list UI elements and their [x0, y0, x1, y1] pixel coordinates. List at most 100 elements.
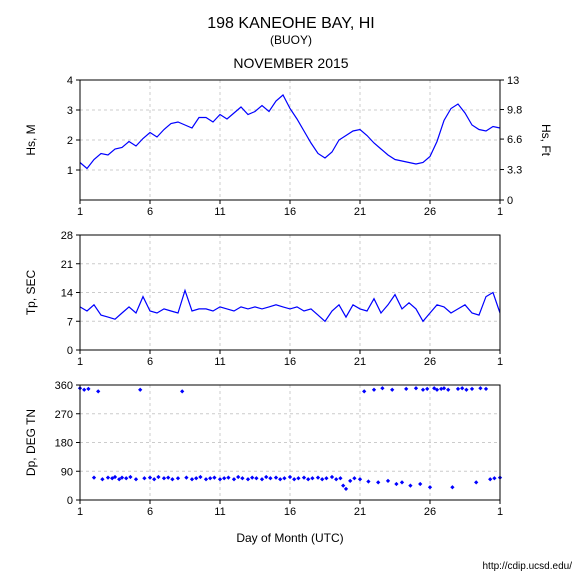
ytick-right-label: 0 — [507, 195, 513, 207]
data-point — [302, 476, 306, 480]
ytick-label: 14 — [61, 288, 73, 300]
xtick-label: 26 — [424, 206, 436, 218]
data-point — [428, 485, 432, 489]
xtick-label: 6 — [147, 206, 153, 218]
data-point — [274, 476, 278, 480]
data-point — [180, 389, 184, 393]
data-point — [404, 387, 408, 391]
data-point — [176, 476, 180, 480]
data-point — [296, 476, 300, 480]
ytick-label: 360 — [55, 380, 73, 392]
data-point — [484, 387, 488, 391]
data-point — [190, 477, 194, 481]
data-point — [232, 477, 236, 481]
data-point — [418, 482, 422, 486]
data-point — [240, 476, 244, 480]
data-point — [86, 387, 90, 391]
data-point — [278, 477, 282, 481]
data-point — [148, 476, 152, 480]
xtick-label: 1 — [497, 206, 503, 218]
data-point — [156, 475, 160, 479]
chart-container: { "header": { "title": "198 KANEOHE BAY,… — [0, 0, 582, 581]
data-point — [390, 388, 394, 392]
ytick-label: 3 — [67, 105, 73, 117]
ytick-label: 0 — [67, 345, 73, 357]
data-point — [394, 482, 398, 486]
data-point — [450, 485, 454, 489]
data-point — [358, 477, 362, 481]
data-point — [134, 477, 138, 481]
subtitle: (BUOY) — [270, 33, 312, 47]
xtick-label: 21 — [354, 206, 366, 218]
data-point — [236, 475, 240, 479]
xtick-label: 21 — [354, 356, 366, 368]
data-point — [470, 387, 474, 391]
data-point — [292, 477, 296, 481]
ytick-label: 4 — [67, 75, 73, 87]
xlabel: Day of Month (UTC) — [236, 531, 343, 545]
xtick-label: 1 — [497, 356, 503, 368]
data-point — [408, 484, 412, 488]
data-point — [208, 476, 212, 480]
data-point — [352, 476, 356, 480]
xtick-label: 1 — [77, 206, 83, 218]
ytick-label: 1 — [67, 165, 73, 177]
data-point — [324, 476, 328, 480]
data-point — [260, 477, 264, 481]
data-point — [376, 480, 380, 484]
ytick-right-label: 13 — [507, 75, 519, 87]
data-point — [421, 388, 425, 392]
data-point — [264, 475, 268, 479]
data-point — [478, 386, 482, 390]
xtick-label: 6 — [147, 506, 153, 518]
data-point — [442, 386, 446, 390]
xtick-label: 11 — [214, 206, 225, 218]
data-point — [320, 477, 324, 481]
data-point — [348, 479, 352, 483]
data-point — [372, 388, 376, 392]
data-point — [92, 476, 96, 480]
data-point — [166, 476, 170, 480]
data-point — [306, 477, 310, 481]
data-point — [194, 476, 198, 480]
xtick-label: 16 — [284, 356, 296, 368]
data-point — [460, 386, 464, 390]
data-point — [268, 476, 272, 480]
data-point — [226, 476, 230, 480]
data-point — [310, 476, 314, 480]
data-point — [414, 386, 418, 390]
ylabel-0: Hs, M — [24, 124, 38, 155]
xtick-label: 26 — [424, 506, 436, 518]
ytick-label: 180 — [55, 438, 73, 450]
data-point — [366, 479, 370, 483]
xtick-label: 16 — [284, 206, 296, 218]
data-point — [246, 477, 250, 481]
data-point — [282, 476, 286, 480]
data-point — [152, 477, 156, 481]
data-point — [380, 386, 384, 390]
data-point — [488, 477, 492, 481]
ytick-label: 270 — [55, 409, 73, 421]
data-point — [446, 388, 450, 392]
data-point — [142, 476, 146, 480]
data-point — [316, 476, 320, 480]
data-point — [425, 387, 429, 391]
data-point — [170, 477, 174, 481]
ytick-label: 28 — [61, 230, 73, 242]
data-point — [124, 476, 128, 480]
ylabel-right: Hs, Ft — [539, 124, 553, 157]
data-point — [162, 476, 166, 480]
ytick-label: 7 — [67, 316, 73, 328]
data-point — [464, 388, 468, 392]
ytick-right-label: 3.3 — [507, 165, 522, 177]
chart-svg: 198 KANEOHE BAY, HI(BUOY)NOVEMBER 201512… — [0, 0, 582, 581]
data-point — [198, 475, 202, 479]
data-point — [492, 476, 496, 480]
data-point — [138, 388, 142, 392]
ylabel-2: Dp, DEG TN — [24, 409, 38, 476]
data-point — [128, 475, 132, 479]
xtick-label: 11 — [214, 506, 225, 518]
ytick-label: 21 — [61, 259, 73, 271]
data-point — [100, 477, 104, 481]
xtick-label: 1 — [77, 356, 83, 368]
